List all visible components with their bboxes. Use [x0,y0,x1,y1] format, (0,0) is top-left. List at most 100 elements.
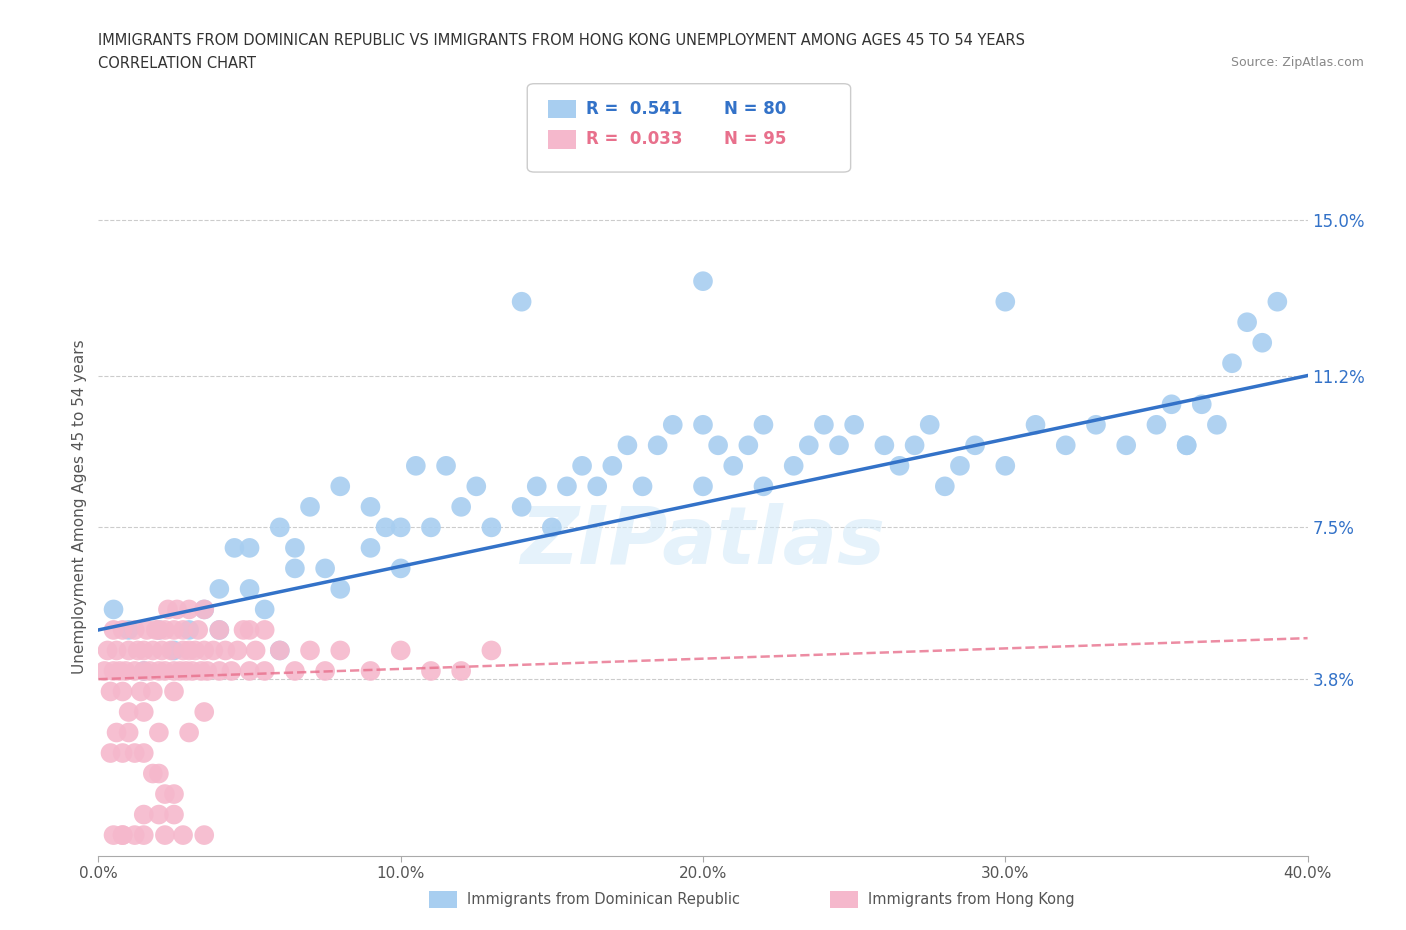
Point [1144,418,1167,432]
Point [148,807,170,822]
Point [132,663,155,678]
Point [239,540,262,555]
Point [129,684,152,699]
Point [118,725,141,740]
Point [481,643,503,658]
Point [181,663,204,678]
Point [142,766,165,781]
Point [510,499,533,514]
Point [153,828,176,843]
Point [571,458,593,473]
Point [934,479,956,494]
Point [190,663,212,678]
Point [1220,356,1243,371]
Point [239,622,262,637]
Point [124,663,146,678]
Point [783,458,806,473]
Point [105,643,128,658]
Point [150,643,173,658]
Point [299,643,322,658]
Point [965,438,987,453]
Point [100,684,122,699]
Point [111,828,134,843]
Point [284,561,307,576]
Point [692,273,714,288]
Point [647,438,669,453]
Point [420,520,443,535]
Point [329,643,352,658]
Point [193,643,215,658]
Point [329,479,352,494]
Point [434,458,457,473]
Point [111,746,134,761]
Point [284,540,307,555]
Point [156,602,179,617]
Text: Immigrants from Hong Kong: Immigrants from Hong Kong [868,892,1074,907]
Point [93,663,115,678]
Point [314,561,336,576]
Point [111,622,134,637]
Point [145,622,167,637]
Point [360,540,382,555]
Point [195,663,218,678]
Point [1191,397,1213,412]
Point [118,643,141,658]
Point [105,725,128,740]
Point [124,828,146,843]
Text: R =  0.033: R = 0.033 [586,130,683,149]
Point [360,663,382,678]
Point [389,520,412,535]
Point [111,684,134,699]
Point [1236,314,1258,329]
Point [179,622,201,637]
Point [208,663,231,678]
Point [202,643,225,658]
Point [148,622,170,637]
Point [148,725,170,740]
Point [707,438,730,453]
Point [103,663,125,678]
Point [405,458,427,473]
Point [631,479,654,494]
Point [193,705,215,720]
Point [103,622,125,637]
Point [232,622,254,637]
Point [118,705,141,720]
Point [132,663,155,678]
Point [132,807,155,822]
Point [132,643,155,658]
Point [555,479,578,494]
Point [132,705,155,720]
Point [193,602,215,617]
Point [142,643,165,658]
Point [148,766,170,781]
Point [184,643,207,658]
Point [172,622,194,637]
Text: IMMIGRANTS FROM DOMINICAN REPUBLIC VS IMMIGRANTS FROM HONG KONG UNEMPLOYMENT AMO: IMMIGRANTS FROM DOMINICAN REPUBLIC VS IM… [98,33,1025,47]
Point [108,663,131,678]
Text: R =  0.541: R = 0.541 [586,100,683,118]
Point [994,294,1017,309]
Point [132,746,155,761]
Point [1024,418,1046,432]
Point [813,418,835,432]
Point [179,643,201,658]
Point [269,643,291,658]
Text: N = 80: N = 80 [724,100,786,118]
Point [172,828,194,843]
Point [118,622,141,637]
Point [1206,418,1229,432]
Text: N = 95: N = 95 [724,130,786,149]
Text: ZIPatlas: ZIPatlas [520,503,886,580]
Point [132,828,155,843]
Point [1175,438,1198,453]
Point [100,746,122,761]
Point [103,602,125,617]
Point [389,643,412,658]
Point [828,438,851,453]
Point [889,458,911,473]
Point [616,438,638,453]
Text: CORRELATION CHART: CORRELATION CHART [98,56,256,71]
Text: Source: ZipAtlas.com: Source: ZipAtlas.com [1230,56,1364,69]
Point [239,663,262,678]
